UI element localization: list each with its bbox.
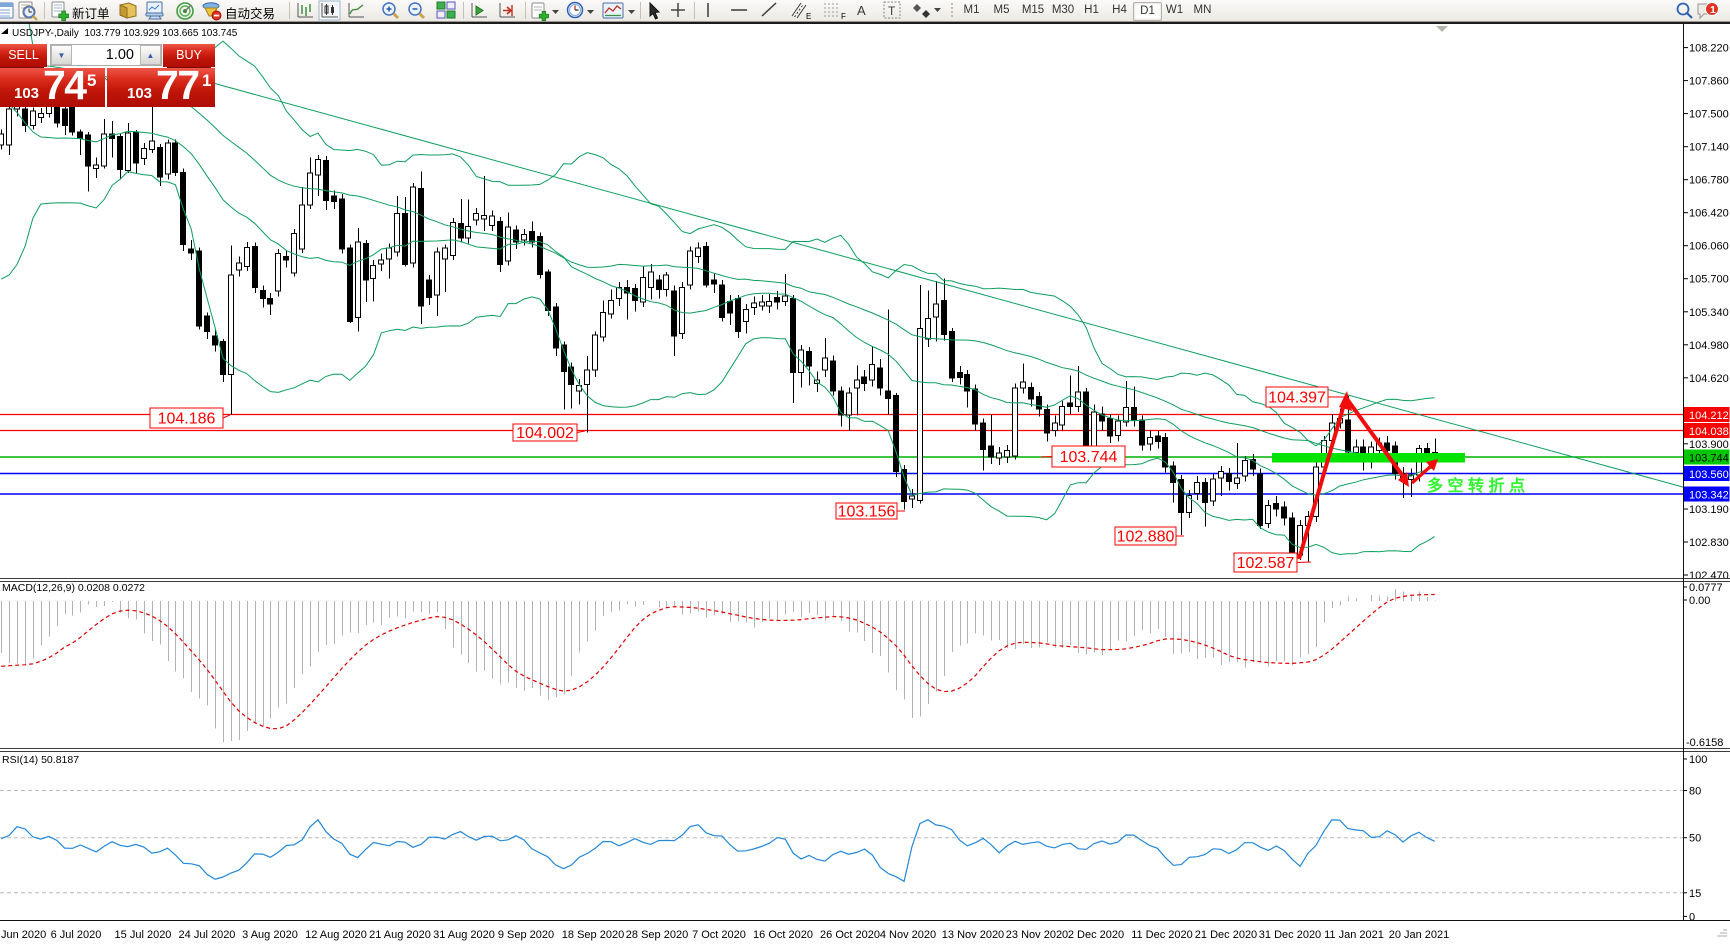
- svg-text:20 Jan 2021: 20 Jan 2021: [1389, 929, 1450, 941]
- svg-text:13 Nov 2020: 13 Nov 2020: [942, 929, 1004, 941]
- svg-text:26 Oct 2020: 26 Oct 2020: [820, 929, 880, 941]
- svg-text:102.880: 102.880: [1117, 529, 1175, 546]
- svg-text:21 Aug 2020: 21 Aug 2020: [369, 929, 431, 941]
- svg-text:9 Sep 2020: 9 Sep 2020: [498, 929, 554, 941]
- svg-text:104.397: 104.397: [1268, 390, 1326, 407]
- svg-text:1: 1: [1710, 4, 1716, 16]
- svg-text:103.190: 103.190: [1689, 504, 1729, 516]
- svg-text:108.220: 108.220: [1689, 43, 1729, 55]
- svg-text:7 Oct 2020: 7 Oct 2020: [692, 929, 746, 941]
- svg-text:104.620: 104.620: [1689, 373, 1729, 385]
- svg-text:4 Nov 2020: 4 Nov 2020: [880, 929, 936, 941]
- svg-text:103.560: 103.560: [1689, 469, 1729, 481]
- svg-text:15: 15: [1689, 888, 1701, 900]
- svg-text:107.500: 107.500: [1689, 109, 1729, 121]
- svg-text:104.002: 104.002: [516, 425, 574, 442]
- svg-text:104.038: 104.038: [1689, 426, 1729, 438]
- svg-text:6 Jun 2020: 6 Jun 2020: [0, 929, 46, 941]
- svg-text:107.860: 107.860: [1689, 76, 1729, 88]
- svg-text:104.186: 104.186: [158, 411, 216, 428]
- svg-text:107.140: 107.140: [1689, 142, 1729, 154]
- svg-text:106.420: 106.420: [1689, 208, 1729, 220]
- svg-text:12 Aug 2020: 12 Aug 2020: [305, 929, 367, 941]
- svg-text:6 Jul 2020: 6 Jul 2020: [51, 929, 102, 941]
- svg-text:31 Aug 2020: 31 Aug 2020: [433, 929, 495, 941]
- svg-text:24 Jul 2020: 24 Jul 2020: [179, 929, 236, 941]
- svg-text:28 Sep 2020: 28 Sep 2020: [626, 929, 688, 941]
- svg-text:T: T: [888, 4, 896, 18]
- svg-text:31 Dec 2020: 31 Dec 2020: [1259, 929, 1321, 941]
- svg-text:21 Dec 2020: 21 Dec 2020: [1195, 929, 1257, 941]
- svg-text:E: E: [806, 12, 811, 21]
- svg-text:0: 0: [1689, 911, 1695, 923]
- svg-text:102.587: 102.587: [1237, 555, 1295, 572]
- svg-text:3 Aug 2020: 3 Aug 2020: [242, 929, 298, 941]
- svg-text:18 Sep 2020: 18 Sep 2020: [562, 929, 624, 941]
- svg-text:A: A: [857, 3, 866, 18]
- svg-text:11 Jan 2021: 11 Jan 2021: [1324, 929, 1384, 941]
- svg-text:0.00: 0.00: [1689, 595, 1710, 607]
- svg-text:103.744: 103.744: [1060, 449, 1118, 466]
- svg-text:2 Dec 2020: 2 Dec 2020: [1068, 929, 1124, 941]
- svg-text:MACD(12,26,9) 0.0208 0.0272: MACD(12,26,9) 0.0208 0.0272: [2, 582, 145, 594]
- svg-text:106.780: 106.780: [1689, 175, 1729, 187]
- svg-text:105.700: 105.700: [1689, 274, 1729, 286]
- svg-text:11 Dec 2020: 11 Dec 2020: [1131, 929, 1193, 941]
- svg-text:103.900: 103.900: [1689, 439, 1729, 451]
- svg-text:104.980: 104.980: [1689, 340, 1729, 352]
- svg-text:106.060: 106.060: [1689, 241, 1729, 253]
- svg-text:103.744: 103.744: [1689, 453, 1729, 465]
- svg-text:103.342: 103.342: [1689, 490, 1729, 502]
- svg-text:102.470: 102.470: [1689, 570, 1729, 582]
- svg-text:USDJPY-,Daily 103.779 103.929: USDJPY-,Daily 103.779 103.929 103.665 10…: [12, 28, 238, 39]
- svg-text:RSI(14) 50.8187: RSI(14) 50.8187: [2, 754, 79, 766]
- svg-text:23 Nov 2020: 23 Nov 2020: [1006, 929, 1068, 941]
- svg-text:50: 50: [1689, 833, 1701, 845]
- svg-text:104.212: 104.212: [1689, 410, 1729, 422]
- svg-text:102.830: 102.830: [1689, 537, 1729, 549]
- svg-text:105.340: 105.340: [1689, 307, 1729, 319]
- svg-text:-0.6158: -0.6158: [1686, 737, 1723, 749]
- svg-text:103.156: 103.156: [838, 504, 896, 521]
- svg-text:多空转折点: 多空转折点: [1427, 476, 1530, 495]
- svg-text:F: F: [841, 12, 846, 21]
- svg-text:15 Jul 2020: 15 Jul 2020: [115, 929, 172, 941]
- svg-text:80: 80: [1689, 786, 1701, 798]
- svg-text:16 Oct 2020: 16 Oct 2020: [753, 929, 813, 941]
- svg-text:100: 100: [1689, 754, 1707, 766]
- svg-text:0.0777: 0.0777: [1689, 582, 1723, 594]
